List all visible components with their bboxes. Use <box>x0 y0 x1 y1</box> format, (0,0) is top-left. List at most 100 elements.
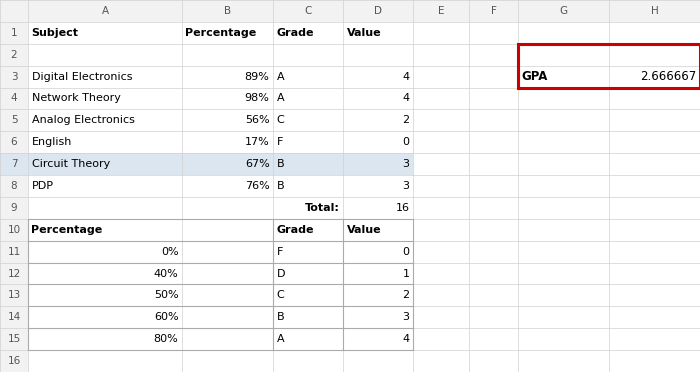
Text: F: F <box>276 247 283 257</box>
Bar <box>0 219 28 241</box>
Bar <box>273 0 343 22</box>
Text: C: C <box>276 291 284 301</box>
Text: 9: 9 <box>10 203 18 213</box>
Text: 6: 6 <box>10 137 18 147</box>
Text: 14: 14 <box>8 312 20 322</box>
Bar <box>343 153 413 175</box>
Text: 11: 11 <box>8 247 20 257</box>
Text: A: A <box>102 6 108 16</box>
Text: 0: 0 <box>402 247 409 257</box>
Text: 3: 3 <box>402 181 409 191</box>
Text: B: B <box>276 312 284 322</box>
Text: 89%: 89% <box>244 71 270 81</box>
Bar <box>0 65 28 87</box>
Text: 2: 2 <box>402 115 409 125</box>
Bar <box>0 285 28 307</box>
Bar <box>0 175 28 197</box>
Bar <box>0 44 28 65</box>
Bar <box>0 0 28 22</box>
Bar <box>28 153 182 175</box>
Text: D: D <box>374 6 382 16</box>
Text: 16: 16 <box>395 203 409 213</box>
Text: 16: 16 <box>8 356 20 366</box>
Text: H: H <box>650 6 659 16</box>
Text: 8: 8 <box>10 181 18 191</box>
Text: English: English <box>32 137 72 147</box>
Text: PDP: PDP <box>32 181 53 191</box>
Text: 5: 5 <box>10 115 18 125</box>
Bar <box>518 44 700 87</box>
Bar <box>609 0 700 22</box>
Text: Value: Value <box>346 28 381 38</box>
Text: Digital Electronics: Digital Electronics <box>32 71 132 81</box>
Text: Circuit Theory: Circuit Theory <box>32 159 110 169</box>
Text: 3: 3 <box>10 71 18 81</box>
Text: 4: 4 <box>402 71 409 81</box>
Text: 50%: 50% <box>154 291 178 301</box>
Text: 3: 3 <box>402 159 409 169</box>
Text: 17%: 17% <box>245 137 270 147</box>
Text: 0: 0 <box>402 137 409 147</box>
Text: B: B <box>224 6 231 16</box>
Text: A: A <box>276 93 284 103</box>
Bar <box>182 153 273 175</box>
Text: A: A <box>276 71 284 81</box>
Text: 98%: 98% <box>244 93 270 103</box>
Text: B: B <box>276 181 284 191</box>
Text: B: B <box>276 159 284 169</box>
Bar <box>469 0 518 22</box>
Bar <box>0 241 28 263</box>
Text: 10: 10 <box>8 225 20 235</box>
Text: F: F <box>276 137 283 147</box>
Text: 60%: 60% <box>154 312 178 322</box>
Text: 2: 2 <box>402 291 409 301</box>
Text: C: C <box>276 115 284 125</box>
Bar <box>0 109 28 131</box>
Text: Network Theory: Network Theory <box>32 93 120 103</box>
Text: 12: 12 <box>8 269 20 279</box>
Bar <box>0 87 28 109</box>
Bar <box>413 0 469 22</box>
Text: Analog Electronics: Analog Electronics <box>32 115 134 125</box>
Text: 1: 1 <box>10 28 18 38</box>
Text: 4: 4 <box>402 93 409 103</box>
Text: Percentage: Percentage <box>186 28 257 38</box>
Bar <box>0 22 28 44</box>
Text: Percentage: Percentage <box>32 225 103 235</box>
Text: 2.666667: 2.666667 <box>640 70 696 83</box>
Text: G: G <box>559 6 568 16</box>
Bar <box>0 263 28 285</box>
Bar <box>28 0 182 22</box>
Bar <box>0 350 28 372</box>
Text: 76%: 76% <box>245 181 270 191</box>
Bar <box>0 197 28 219</box>
Bar <box>0 328 28 350</box>
Text: 15: 15 <box>8 334 20 344</box>
Text: 3: 3 <box>402 312 409 322</box>
Text: GPA: GPA <box>522 70 548 83</box>
Text: 4: 4 <box>10 93 18 103</box>
Text: 0%: 0% <box>161 247 178 257</box>
Bar <box>343 0 413 22</box>
Text: E: E <box>438 6 444 16</box>
Bar <box>0 153 28 175</box>
Bar <box>518 0 609 22</box>
Text: 40%: 40% <box>154 269 178 279</box>
Bar <box>273 153 343 175</box>
Text: 4: 4 <box>402 334 409 344</box>
Text: D: D <box>276 269 285 279</box>
Text: Grade: Grade <box>276 225 314 235</box>
Text: Value: Value <box>346 225 381 235</box>
Text: 7: 7 <box>10 159 18 169</box>
Text: Subject: Subject <box>32 28 78 38</box>
Text: 56%: 56% <box>245 115 270 125</box>
Bar <box>0 307 28 328</box>
Text: 13: 13 <box>8 291 20 301</box>
Text: Grade: Grade <box>276 28 314 38</box>
Text: 80%: 80% <box>154 334 178 344</box>
Text: Total:: Total: <box>304 203 340 213</box>
Text: A: A <box>276 334 284 344</box>
Bar <box>0 131 28 153</box>
Text: 1: 1 <box>402 269 409 279</box>
Text: 2: 2 <box>10 50 18 60</box>
